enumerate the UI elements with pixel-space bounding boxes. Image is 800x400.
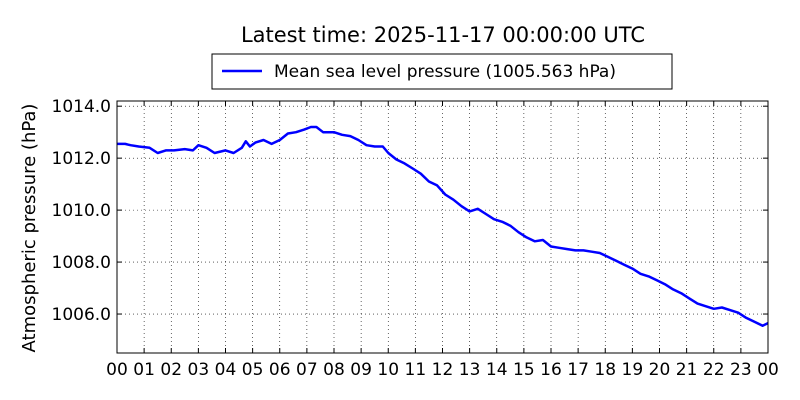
x-tick-label: 21	[676, 360, 698, 380]
y-tick-label: 1012.0	[52, 149, 111, 169]
x-tick-label: 12	[432, 360, 454, 380]
x-tick-label: 13	[459, 360, 481, 380]
grid	[117, 101, 768, 353]
x-tick-label: 17	[567, 360, 589, 380]
x-tick-label: 05	[242, 360, 264, 380]
x-tick-label: 16	[540, 360, 562, 380]
y-tick-label: 1010.0	[52, 201, 111, 221]
y-axis-label: Atmospheric pressure (hPa)	[19, 104, 40, 353]
plot-frame	[116, 100, 769, 354]
x-tick-label: 14	[486, 360, 508, 380]
x-tick-label: 20	[649, 360, 671, 380]
x-tick-label: 00	[757, 360, 779, 380]
x-tick-label: 09	[350, 360, 372, 380]
y-tick-label: 1008.0	[52, 253, 111, 273]
x-tick-label: 04	[215, 360, 237, 380]
chart-title: Latest time: 2025-11-17 00:00:00 UTC	[241, 23, 645, 47]
x-tick-label: 18	[594, 360, 616, 380]
x-tick-label: 22	[703, 360, 725, 380]
x-tick-label: 10	[377, 360, 399, 380]
x-axis: 00 01 02 03 04 05 06 07 08 09 10 11 12 13 14 15 16 17 18 19…	[106, 101, 779, 380]
legend-box	[211, 53, 673, 90]
x-tick-label: 11	[405, 360, 427, 380]
legend-label: Mean sea level pressure (1005.563 hPa)	[274, 62, 616, 82]
x-tick-label: 06	[269, 360, 291, 380]
x-tick-label: 01	[133, 360, 155, 380]
x-tick-label: 03	[188, 360, 210, 380]
x-tick-label: 19	[622, 360, 644, 380]
x-tick-label: 23	[730, 360, 752, 380]
pressure-series-line	[117, 125, 769, 327]
legend: Mean sea level pressure (1005.563 hPa)	[211, 53, 673, 90]
x-tick-label: 07	[296, 360, 318, 380]
x-tick-label: 15	[513, 360, 535, 380]
y-axis: 1006.0 1008.0 1010.0 1012.0 1014.0	[52, 97, 768, 325]
x-tick-label: 02	[160, 360, 182, 380]
y-tick-label: 1006.0	[52, 305, 111, 325]
y-tick-label: 1014.0	[52, 97, 111, 117]
x-tick-label: 00	[106, 360, 128, 380]
x-tick-label: 08	[323, 360, 345, 380]
